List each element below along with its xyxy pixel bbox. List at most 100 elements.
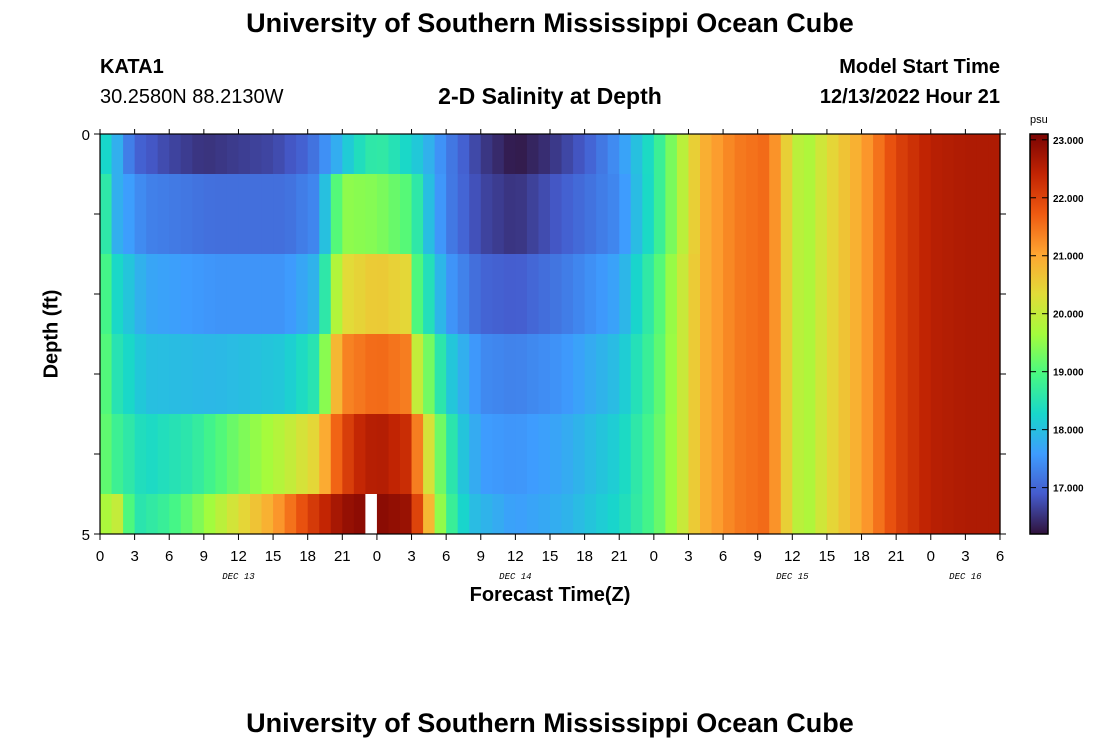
- heatmap-cell: [307, 254, 320, 334]
- station-id: KATA1: [100, 56, 164, 78]
- heatmap-cell: [700, 334, 713, 414]
- heatmap-cell: [492, 174, 505, 254]
- heatmap-cell: [226, 414, 240, 494]
- heatmap-cell: [734, 414, 747, 494]
- heatmap-cell: [780, 134, 793, 174]
- heatmap-cell: [988, 494, 1001, 534]
- heatmap-cell: [619, 134, 632, 174]
- heatmap-cell: [434, 174, 447, 254]
- heatmap-cell: [896, 134, 909, 174]
- heatmap-cell: [457, 174, 470, 254]
- heatmap-cell: [226, 134, 240, 174]
- heatmap-cell: [688, 414, 701, 494]
- heatmap-cell: [619, 334, 632, 414]
- heatmap-cell: [238, 334, 251, 414]
- heatmap-cell: [319, 414, 332, 494]
- colorbar-tick-label: 21.000: [1053, 252, 1084, 263]
- heatmap-cell: [388, 134, 401, 174]
- heatmap-cell: [192, 174, 205, 254]
- heatmap-cell: [469, 414, 482, 494]
- heatmap-cell: [250, 334, 263, 414]
- heatmap-cell: [388, 334, 401, 414]
- heatmap-cell: [376, 254, 390, 334]
- heatmap-cell: [573, 334, 586, 414]
- heatmap-cell: [365, 134, 378, 174]
- heatmap-cell: [607, 134, 620, 174]
- heatmap-cell: [757, 414, 770, 494]
- heatmap-cell: [157, 174, 170, 254]
- heatmap-cell: [653, 414, 666, 494]
- heatmap-cell: [296, 414, 309, 494]
- heatmap-cell: [273, 254, 286, 334]
- heatmap-cell: [561, 494, 574, 534]
- x-tick-label: 3: [407, 548, 415, 565]
- x-tick-label: 9: [477, 548, 485, 565]
- heatmap-cell: [965, 254, 978, 334]
- heatmap-cell: [953, 494, 966, 534]
- chart-subtitle: 2-D Salinity at Depth: [438, 83, 662, 109]
- heatmap-cell: [480, 134, 493, 174]
- x-tick-label: 6: [719, 548, 727, 565]
- heatmap-cell: [492, 494, 505, 534]
- heatmap-cell: [792, 334, 805, 414]
- colorbar-bar: [1029, 133, 1049, 535]
- heatmap-cell: [561, 334, 574, 414]
- heatmap-cell: [180, 254, 193, 334]
- heatmap-cell: [376, 334, 390, 414]
- heatmap-cell: [146, 254, 159, 334]
- heatmap-cell: [469, 334, 482, 414]
- heatmap-cell: [653, 174, 666, 254]
- heatmap-cell: [526, 254, 540, 334]
- heatmap-cell: [953, 134, 966, 174]
- heatmap-cell: [607, 254, 620, 334]
- heatmap-cell: [826, 254, 840, 334]
- heatmap-cell: [180, 134, 193, 174]
- heatmap-cell: [134, 494, 147, 534]
- colorbar-unit-label: psu: [1030, 114, 1048, 126]
- heatmap-cell: [376, 494, 390, 534]
- heatmap-cell: [653, 334, 666, 414]
- heatmap-cell: [261, 174, 274, 254]
- heatmap-cell: [988, 254, 1001, 334]
- station-coordinates: 30.2580N 88.2130W: [100, 86, 284, 108]
- heatmap-cell: [180, 414, 193, 494]
- heatmap-cell: [353, 334, 366, 414]
- heatmap-cell: [653, 134, 666, 174]
- heatmap-cell: [284, 174, 297, 254]
- heatmap-cell: [515, 494, 528, 534]
- heatmap-cell: [850, 174, 863, 254]
- heatmap-cell: [711, 414, 724, 494]
- heatmap-cell: [423, 334, 436, 414]
- x-tick-label: 3: [684, 548, 692, 565]
- heatmap-cell: [965, 174, 978, 254]
- heatmap-cell: [388, 254, 401, 334]
- heatmap-cell: [400, 134, 413, 174]
- heatmap-cell: [411, 134, 424, 174]
- heatmap-cell: [123, 334, 136, 414]
- heatmap-cell: [434, 334, 447, 414]
- heatmap-cell: [665, 334, 678, 414]
- heatmap-cell: [757, 494, 770, 534]
- heatmap-cell: [250, 254, 263, 334]
- heatmap-cell: [307, 334, 320, 414]
- heatmap-cell: [215, 254, 228, 334]
- heatmap-cell: [711, 134, 724, 174]
- heatmap-cell: [319, 334, 332, 414]
- heatmap-cell: [780, 494, 793, 534]
- heatmap-cell: [942, 414, 955, 494]
- x-tick-label: 0: [927, 548, 935, 565]
- heatmap-cell: [826, 174, 840, 254]
- heatmap-cell: [861, 254, 874, 334]
- heatmap-cell: [423, 134, 436, 174]
- heatmap-cell: [630, 334, 643, 414]
- heatmap-cell: [965, 134, 978, 174]
- heatmap-cell: [296, 254, 309, 334]
- heatmap-cell: [826, 134, 840, 174]
- x-tick-label: 21: [611, 548, 628, 565]
- heatmap-cell: [723, 334, 736, 414]
- heatmap-cell: [688, 254, 701, 334]
- heatmap-cell: [757, 334, 770, 414]
- heatmap-cell: [723, 414, 736, 494]
- heatmap-cell: [573, 254, 586, 334]
- heatmap-cell: [330, 134, 343, 174]
